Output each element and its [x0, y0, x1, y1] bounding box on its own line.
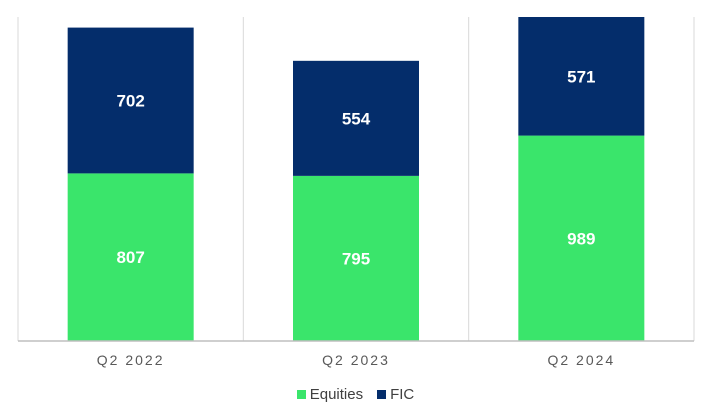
- legend-item-fic: FIC: [377, 386, 414, 403]
- data-label-equities: 807: [116, 248, 144, 267]
- data-label-fic: 702: [116, 91, 144, 110]
- bar-fic-q2-2024: [518, 17, 645, 136]
- legend-item-equities: Equities: [296, 386, 364, 403]
- bar-fic-q2-2022: [67, 27, 194, 174]
- bar-equities-q2-2022: [67, 173, 194, 341]
- bar-fic-q2-2023: [293, 60, 419, 176]
- legend-label-equities: Equities: [309, 386, 364, 403]
- bar-equities-q2-2024: [518, 135, 645, 341]
- legend-swatch-fic: [377, 390, 387, 399]
- x-tick-label: Q2 2024: [547, 352, 615, 368]
- bar-segments: [67, 17, 645, 341]
- stacked-bar-chart: 807 702 795 554 989 571 Q2 2022 Q2 2023 Q2 2024: [17, 17, 695, 368]
- data-label-equities: 795: [342, 249, 370, 268]
- legend: Equities FIC: [0, 386, 711, 403]
- data-label-fic: 571: [567, 67, 595, 86]
- data-labels: 807 702 795 554 989 571: [116, 67, 595, 268]
- legend-swatch-equities: [296, 390, 306, 399]
- data-label-equities: 989: [567, 229, 595, 248]
- bar-equities-q2-2023: [293, 175, 419, 341]
- legend-label-fic: FIC: [390, 386, 415, 403]
- x-tick-label: Q2 2022: [97, 352, 165, 368]
- category-dividers: [17, 17, 695, 341]
- data-label-fic: 554: [342, 109, 371, 128]
- x-tick-label: Q2 2023: [322, 352, 390, 368]
- x-tick-labels: Q2 2022 Q2 2023 Q2 2024: [97, 352, 615, 368]
